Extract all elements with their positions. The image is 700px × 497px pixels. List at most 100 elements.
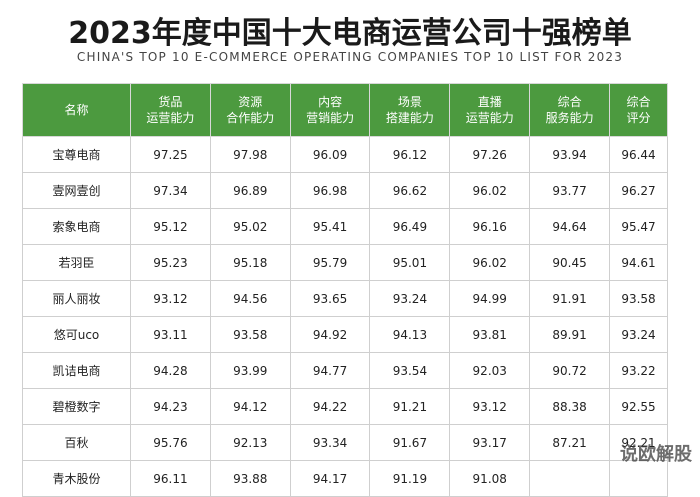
score-cell: 91.08 — [450, 461, 530, 497]
score-cell: 94.28 — [131, 353, 211, 389]
header-line: 内容 — [292, 94, 369, 110]
header-line: 直播 — [451, 94, 528, 110]
score-cell: 94.17 — [290, 461, 370, 497]
score-cell: 90.72 — [530, 353, 610, 389]
header-line: 合作能力 — [212, 110, 289, 126]
score-cell: 93.34 — [290, 425, 370, 461]
watermark: 说欧解股 — [620, 440, 692, 466]
title: 2023年度中国十大电商运营公司十强榜单 — [0, 8, 700, 52]
score-cell: 96.44 — [610, 137, 668, 173]
company-name: 若羽臣 — [23, 245, 131, 281]
score-cell: 95.01 — [370, 245, 450, 281]
header-line: 资源 — [212, 94, 289, 110]
score-cell: 93.24 — [610, 317, 668, 353]
score-cell: 93.17 — [450, 425, 530, 461]
column-header: 名称 — [23, 84, 131, 137]
column-header: 综合服务能力 — [530, 84, 610, 137]
company-name: 碧橙数字 — [23, 389, 131, 425]
score-cell: 93.11 — [131, 317, 211, 353]
company-name: 青木股份 — [23, 461, 131, 497]
score-cell: 96.49 — [370, 209, 450, 245]
score-cell: 89.91 — [530, 317, 610, 353]
score-cell: 93.54 — [370, 353, 450, 389]
score-cell: 96.11 — [131, 461, 211, 497]
score-cell: 96.02 — [450, 173, 530, 209]
score-cell: 95.23 — [131, 245, 211, 281]
score-cell: 94.12 — [210, 389, 290, 425]
score-cell: 91.21 — [370, 389, 450, 425]
score-cell: 93.58 — [610, 281, 668, 317]
score-cell: 94.77 — [290, 353, 370, 389]
score-cell: 97.34 — [131, 173, 211, 209]
company-name: 百秋 — [23, 425, 131, 461]
header-line: 综合 — [611, 94, 666, 110]
company-name: 宝尊电商 — [23, 137, 131, 173]
score-cell: 96.62 — [370, 173, 450, 209]
column-header: 内容营销能力 — [290, 84, 370, 137]
header-line: 货品 — [132, 94, 209, 110]
score-cell: 95.76 — [131, 425, 211, 461]
column-header: 场景搭建能力 — [370, 84, 450, 137]
score-cell: 87.21 — [530, 425, 610, 461]
score-cell: 90.45 — [530, 245, 610, 281]
score-cell: 91.19 — [370, 461, 450, 497]
score-cell: 93.58 — [210, 317, 290, 353]
score-cell: 96.98 — [290, 173, 370, 209]
header-line: 运营能力 — [451, 110, 528, 126]
score-cell: 93.94 — [530, 137, 610, 173]
score-cell: 88.38 — [530, 389, 610, 425]
score-cell: 91.91 — [530, 281, 610, 317]
score-cell: 93.77 — [530, 173, 610, 209]
header-line: 搭建能力 — [371, 110, 448, 126]
score-cell: 93.12 — [450, 389, 530, 425]
column-header: 货品运营能力 — [131, 84, 211, 137]
score-cell: 95.12 — [131, 209, 211, 245]
score-cell: 96.16 — [450, 209, 530, 245]
score-cell — [530, 461, 610, 497]
ranking-table: 名称货品运营能力资源合作能力内容营销能力场景搭建能力直播运营能力综合服务能力综合… — [22, 83, 668, 497]
header-row: 名称货品运营能力资源合作能力内容营销能力场景搭建能力直播运营能力综合服务能力综合… — [23, 84, 668, 137]
score-cell: 93.99 — [210, 353, 290, 389]
score-cell: 93.81 — [450, 317, 530, 353]
column-header: 资源合作能力 — [210, 84, 290, 137]
score-cell: 93.65 — [290, 281, 370, 317]
score-cell: 94.61 — [610, 245, 668, 281]
score-cell: 95.41 — [290, 209, 370, 245]
header-line: 运营能力 — [132, 110, 209, 126]
score-cell: 91.67 — [370, 425, 450, 461]
score-cell: 94.13 — [370, 317, 450, 353]
page: 2023年度中国十大电商运营公司十强榜单 CHINA'S TOP 10 E-CO… — [0, 0, 700, 470]
score-cell: 97.26 — [450, 137, 530, 173]
score-cell: 96.09 — [290, 137, 370, 173]
company-name: 壹网壹创 — [23, 173, 131, 209]
score-cell: 94.99 — [450, 281, 530, 317]
score-cell: 96.27 — [610, 173, 668, 209]
score-cell: 96.89 — [210, 173, 290, 209]
score-cell: 94.92 — [290, 317, 370, 353]
score-cell: 93.88 — [210, 461, 290, 497]
score-cell: 92.03 — [450, 353, 530, 389]
score-cell: 94.23 — [131, 389, 211, 425]
score-cell: 93.12 — [131, 281, 211, 317]
header-line: 名称 — [24, 102, 129, 118]
company-name: 索象电商 — [23, 209, 131, 245]
score-cell: 92.55 — [610, 389, 668, 425]
header-line: 场景 — [371, 94, 448, 110]
score-cell: 93.24 — [370, 281, 450, 317]
subtitle: CHINA'S TOP 10 E-COMMERCE OPERATING COMP… — [0, 50, 700, 64]
score-cell: 94.56 — [210, 281, 290, 317]
company-name: 丽人丽妆 — [23, 281, 131, 317]
header-line: 服务能力 — [531, 110, 608, 126]
score-cell: 95.79 — [290, 245, 370, 281]
score-cell: 95.02 — [210, 209, 290, 245]
